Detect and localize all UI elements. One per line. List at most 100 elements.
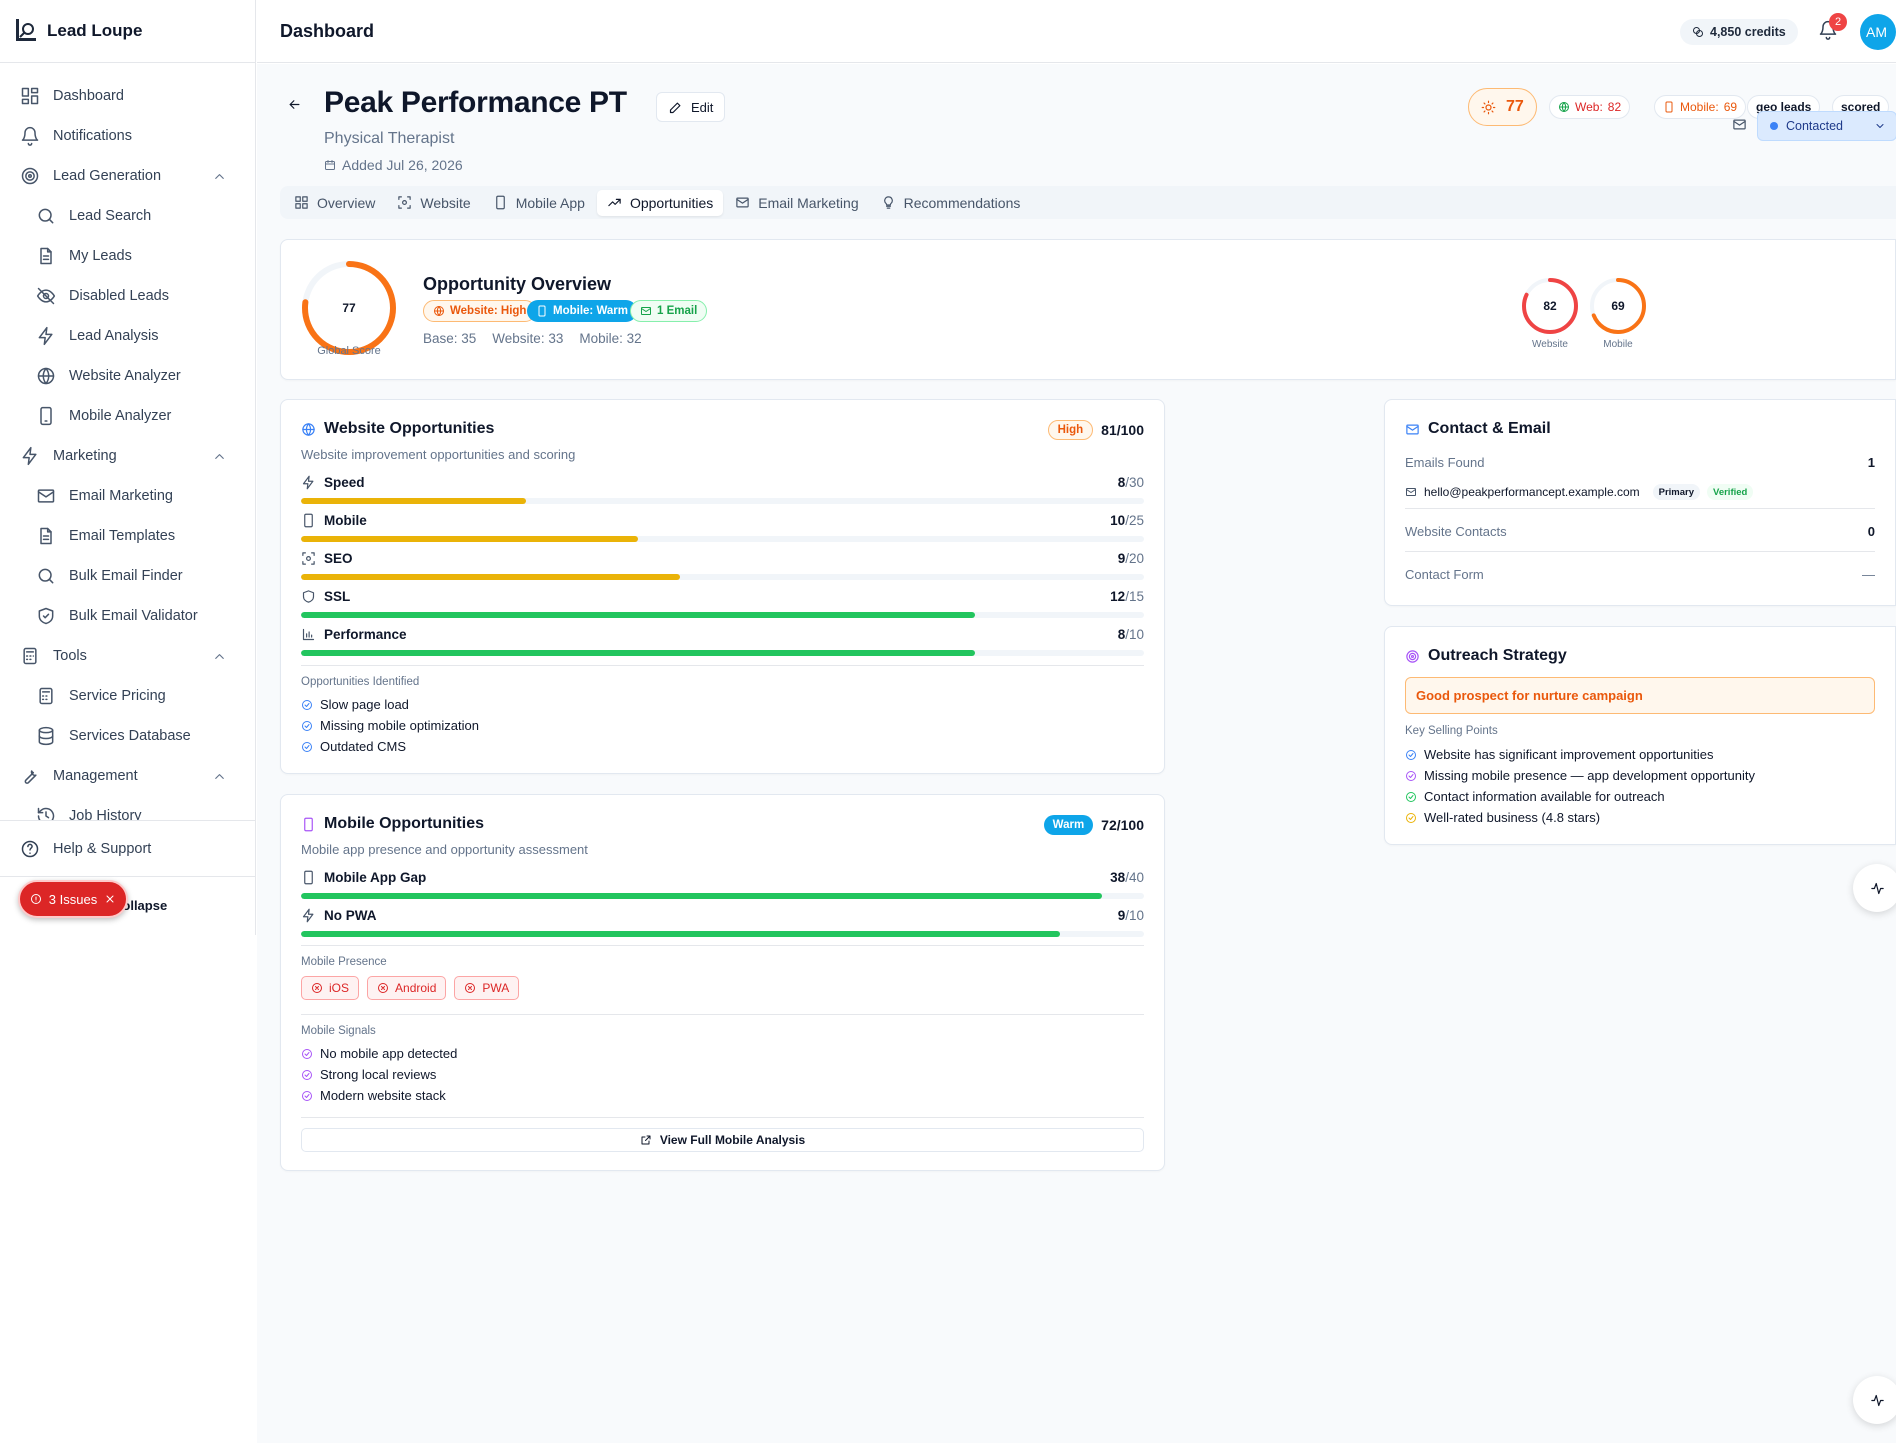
help-support-link[interactable]: Help & Support bbox=[0, 821, 255, 877]
contact-email-card: Contact & Email Emails Found 1 hello@pea… bbox=[1384, 399, 1896, 606]
check-circle-icon bbox=[1406, 791, 1416, 802]
card-title: Outreach Strategy bbox=[1405, 647, 1567, 665]
sidebar-item-label: Lead Generation bbox=[53, 168, 162, 184]
button-label: View Full Mobile Analysis bbox=[659, 1133, 806, 1147]
presence-chip-ios: iOS bbox=[301, 976, 360, 1000]
card-title: Website Opportunities bbox=[301, 420, 494, 438]
sidebar-item-label: Management bbox=[53, 768, 138, 784]
list-item-text: Strong local reviews bbox=[320, 1067, 437, 1082]
check-circle-icon bbox=[1406, 812, 1416, 823]
back-arrow-icon[interactable] bbox=[287, 97, 302, 112]
globe-icon bbox=[1559, 102, 1569, 112]
sidebar-item-my-leads[interactable]: My Leads bbox=[0, 236, 255, 276]
sidebar-item-website-analyzer[interactable]: Website Analyzer bbox=[0, 356, 255, 396]
mobile-presence-label: Mobile Presence bbox=[301, 956, 387, 968]
lead-name: Peak Performance PT bbox=[324, 86, 627, 119]
main-content: Peak Performance PT Edit Physical Therap… bbox=[257, 64, 1896, 1443]
sidebar-item-service-pricing[interactable]: Service Pricing bbox=[0, 676, 255, 716]
sidebar-item-label: Mobile Analyzer bbox=[69, 408, 172, 424]
base-score: Base: 35 bbox=[423, 331, 477, 346]
top-header: Dashboard bbox=[257, 0, 1896, 63]
sidebar-item-bulk-email-validator[interactable]: Bulk Email Validator bbox=[0, 596, 255, 636]
brand[interactable]: Lead Loupe bbox=[0, 0, 255, 63]
email-entry[interactable]: hello@peakperformancept.example.com Prim… bbox=[1405, 484, 1754, 500]
sidebar-item-lead-analysis[interactable]: Lead Analysis bbox=[0, 316, 255, 356]
mail-icon[interactable] bbox=[1732, 117, 1747, 132]
tab-email-marketing[interactable]: Email Marketing bbox=[725, 190, 868, 216]
sidebar-item-disabled-leads[interactable]: Disabled Leads bbox=[0, 276, 255, 316]
tab-label: Recommendations bbox=[903, 194, 1021, 211]
chevron-up-icon bbox=[215, 453, 224, 459]
user-avatar[interactable]: AM bbox=[1860, 14, 1896, 50]
credits-badge[interactable]: 4,850 credits bbox=[1680, 19, 1798, 45]
divider bbox=[301, 1117, 1144, 1118]
metric-speed: Speed 8/30 bbox=[301, 472, 1144, 504]
pencil-icon bbox=[669, 102, 681, 113]
website-contacts-row: Website Contacts 0 bbox=[1405, 524, 1875, 539]
target-icon bbox=[21, 167, 39, 185]
close-icon[interactable] bbox=[104, 893, 116, 905]
row-value: — bbox=[1862, 567, 1875, 582]
tab-recommendations[interactable]: Recommendations bbox=[871, 190, 1031, 216]
website-ring-label: Website bbox=[1532, 339, 1568, 350]
activity-float-button[interactable] bbox=[1853, 864, 1896, 912]
database-icon bbox=[38, 726, 54, 746]
row-label: Emails Found bbox=[1405, 455, 1485, 470]
sidebar: Lead Loupe Dashboard Notifications Lead … bbox=[0, 0, 256, 935]
tab-label: Mobile App bbox=[515, 194, 585, 211]
edit-lead-button[interactable]: Edit bbox=[656, 92, 726, 122]
sidebar-group-management[interactable]: Management bbox=[0, 756, 255, 796]
lead-status-select[interactable]: Contacted bbox=[1757, 111, 1896, 141]
tab-mobile-app[interactable]: Mobile App bbox=[483, 190, 595, 216]
metric-label: SSL bbox=[324, 588, 351, 604]
search-icon bbox=[38, 568, 54, 584]
metric-value: 9 bbox=[1117, 907, 1126, 923]
metric-bar bbox=[301, 931, 1144, 937]
metric-ssl: SSL 12/15 bbox=[301, 586, 1144, 618]
activity-float-button-bottom[interactable] bbox=[1853, 1376, 1896, 1424]
check-circle-icon bbox=[1406, 749, 1416, 760]
sidebar-item-services-database[interactable]: Services Database bbox=[0, 716, 255, 756]
sidebar-item-bulk-email-finder[interactable]: Bulk Email Finder bbox=[0, 556, 255, 596]
mobile-score-label: Mobile: bbox=[1680, 100, 1719, 114]
trending-up-icon bbox=[608, 198, 621, 207]
zap-icon bbox=[302, 908, 314, 922]
activity-icon bbox=[1870, 1394, 1884, 1406]
list-item: Well-rated business (4.8 stars) bbox=[1405, 810, 1755, 825]
view-full-mobile-analysis-button[interactable]: View Full Mobile Analysis bbox=[301, 1128, 1144, 1152]
sidebar-item-email-templates[interactable]: Email Templates bbox=[0, 516, 255, 556]
check-circle-icon bbox=[302, 720, 312, 731]
smartphone-icon bbox=[1665, 101, 1673, 113]
sidebar-group-marketing[interactable]: Marketing bbox=[0, 436, 255, 476]
lead-category: Physical Therapist bbox=[324, 130, 455, 147]
chevron-up-icon bbox=[215, 653, 224, 659]
sidebar-group-lead-generation[interactable]: Lead Generation bbox=[0, 156, 255, 196]
sidebar-item-email-marketing[interactable]: Email Marketing bbox=[0, 476, 255, 516]
metric-value: 9 bbox=[1117, 550, 1126, 566]
outreach-strategy-card: Outreach Strategy Good prospect for nurt… bbox=[1384, 626, 1896, 845]
divider bbox=[1405, 551, 1875, 552]
tab-opportunities[interactable]: Opportunities bbox=[596, 189, 724, 216]
bar-chart-icon bbox=[302, 628, 315, 640]
emails-found-row: Emails Found 1 bbox=[1405, 455, 1875, 470]
mail-icon bbox=[37, 489, 55, 503]
sidebar-item-label: Website Analyzer bbox=[69, 368, 181, 384]
tab-overview[interactable]: Overview bbox=[284, 190, 385, 216]
mobile-ring-svg bbox=[1590, 278, 1646, 334]
sidebar-item-notifications[interactable]: Notifications bbox=[0, 116, 255, 156]
opportunity-overview-card: 77 Global Score Opportunity Overview Web… bbox=[280, 239, 1896, 380]
metric-bar bbox=[301, 650, 1144, 656]
sidebar-group-tools[interactable]: Tools bbox=[0, 636, 255, 676]
notification-bell-icon[interactable] bbox=[1818, 20, 1838, 40]
metric-value: 38 bbox=[1110, 869, 1126, 885]
sidebar-item-mobile-analyzer[interactable]: Mobile Analyzer bbox=[0, 396, 255, 436]
mobile-presence-list: iOS Android PWA bbox=[301, 976, 520, 1000]
sidebar-item-dashboard[interactable]: Dashboard bbox=[0, 76, 255, 116]
zap-icon bbox=[38, 326, 53, 346]
tab-website[interactable]: Website bbox=[387, 190, 480, 216]
sidebar-item-job-history[interactable]: Job History bbox=[0, 796, 255, 820]
issues-badge[interactable]: 3 Issues bbox=[18, 880, 128, 918]
metric-bar bbox=[301, 893, 1144, 899]
sidebar-item-lead-search[interactable]: Lead Search bbox=[0, 196, 255, 236]
check-circle-icon bbox=[1406, 770, 1416, 781]
